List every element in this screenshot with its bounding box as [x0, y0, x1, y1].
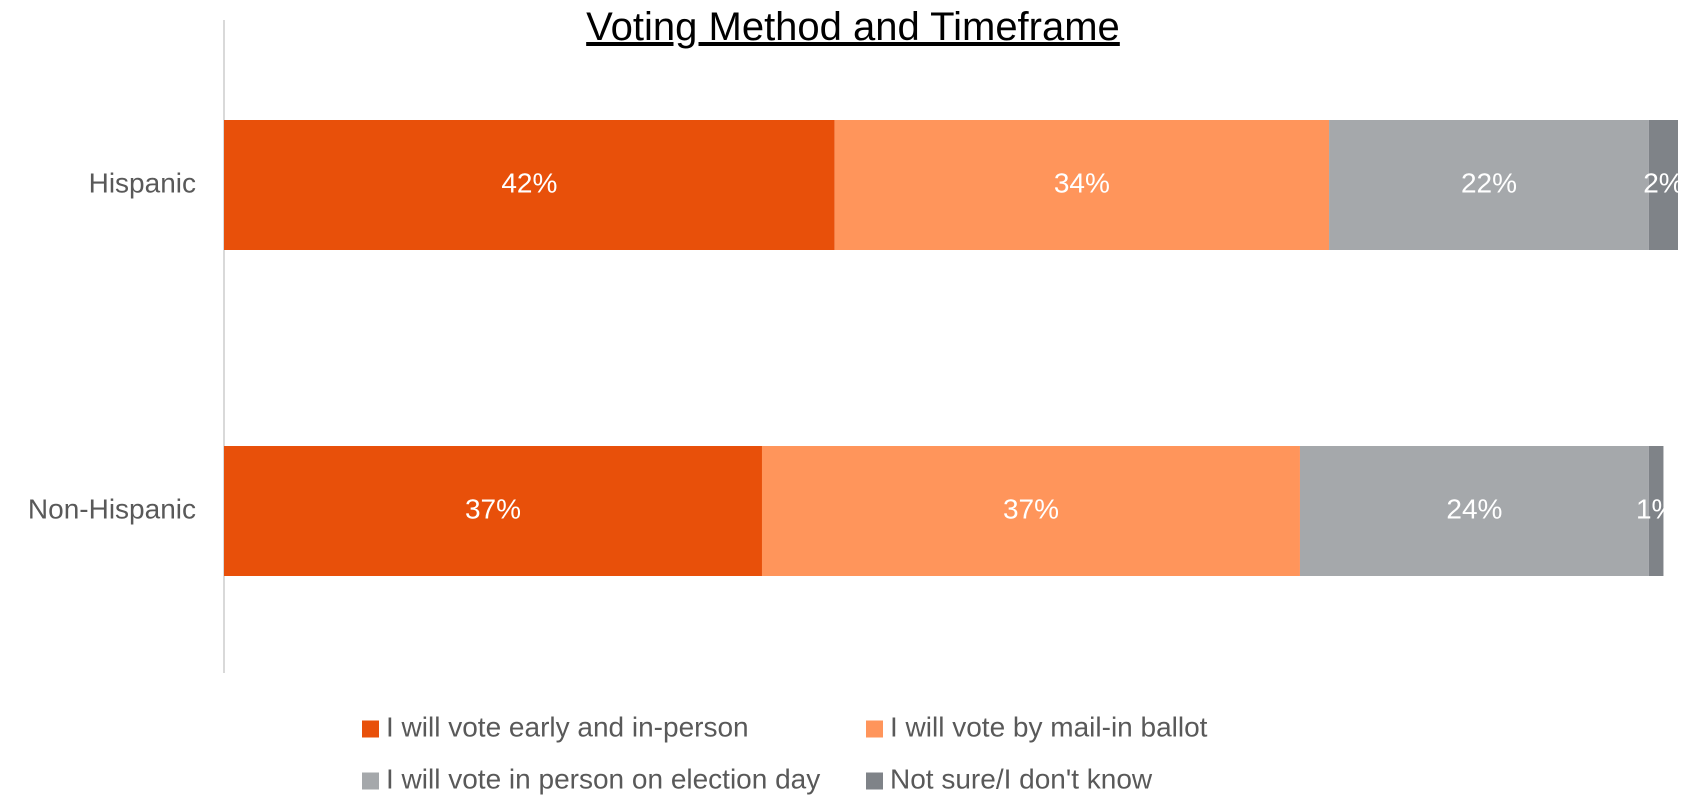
bar-segment	[761, 446, 1300, 576]
legend-swatch	[866, 772, 883, 790]
data-label: 37%	[465, 493, 521, 524]
legend-item: I will vote early and in-person	[362, 711, 749, 742]
bar-segment	[1329, 120, 1649, 250]
legend-label: I will vote by mail-in ballot	[890, 711, 1208, 742]
legend-swatch	[362, 720, 379, 738]
data-label: 37%	[1003, 493, 1059, 524]
data-label: 22%	[1461, 167, 1517, 198]
data-label: 24%	[1446, 493, 1502, 524]
data-label: 34%	[1054, 167, 1110, 198]
data-label: 42%	[501, 167, 557, 198]
category-label: Hispanic	[89, 167, 196, 198]
bar-segment	[834, 120, 1330, 250]
bar-segment	[1299, 446, 1649, 576]
legend-item: I will vote in person on election day	[362, 763, 820, 794]
legend-swatch	[866, 720, 883, 738]
legend: I will vote early and in-person I will vo…	[362, 711, 1208, 794]
plot-area: Hispanic 42% 34% 22% 2% Non-Hispanic 37% 37% 24%…	[28, 120, 1684, 576]
legend-item: I will vote by mail-in ballot	[866, 711, 1208, 742]
legend-swatch	[362, 772, 379, 790]
bar-segment	[224, 446, 762, 576]
legend-item: Not sure/I don't know	[866, 763, 1153, 794]
legend-label: Not sure/I don't know	[890, 763, 1153, 794]
bar-segment	[1648, 120, 1678, 250]
legend-label: I will vote in person on election day	[386, 763, 820, 794]
legend-label: I will vote early and in-person	[386, 711, 749, 742]
data-label: 2%	[1643, 167, 1683, 198]
bar-segment	[224, 120, 835, 250]
chart-title: Voting Method and Timeframe	[586, 5, 1120, 49]
category-label: Non-Hispanic	[28, 493, 196, 524]
bar-segment	[1648, 446, 1664, 576]
data-label: 1%	[1636, 493, 1676, 524]
